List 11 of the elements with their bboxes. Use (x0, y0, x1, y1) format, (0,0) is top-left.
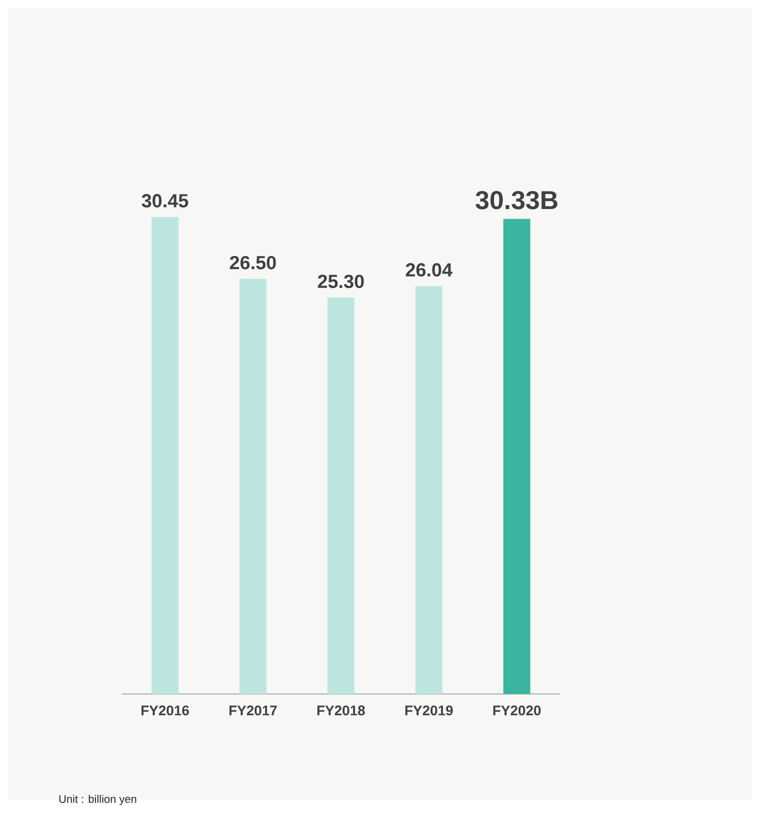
text: Unit : billion yen (59, 794, 136, 806)
data-label: 30.33B (476, 190, 558, 210)
x-tick-label: FY2020 (493, 706, 541, 716)
data-label: 25.30 (318, 274, 364, 288)
data-label: 26.04 (406, 263, 452, 277)
x-tick-label: FY2017 (229, 706, 277, 716)
x-tick-label: FY2019 (405, 706, 453, 716)
data-label: 30.45 (142, 194, 188, 208)
x-tick-label: FY2016 (142, 706, 189, 716)
data-label: 26.50 (230, 256, 276, 270)
x-tick-label: FY2018 (317, 706, 365, 716)
